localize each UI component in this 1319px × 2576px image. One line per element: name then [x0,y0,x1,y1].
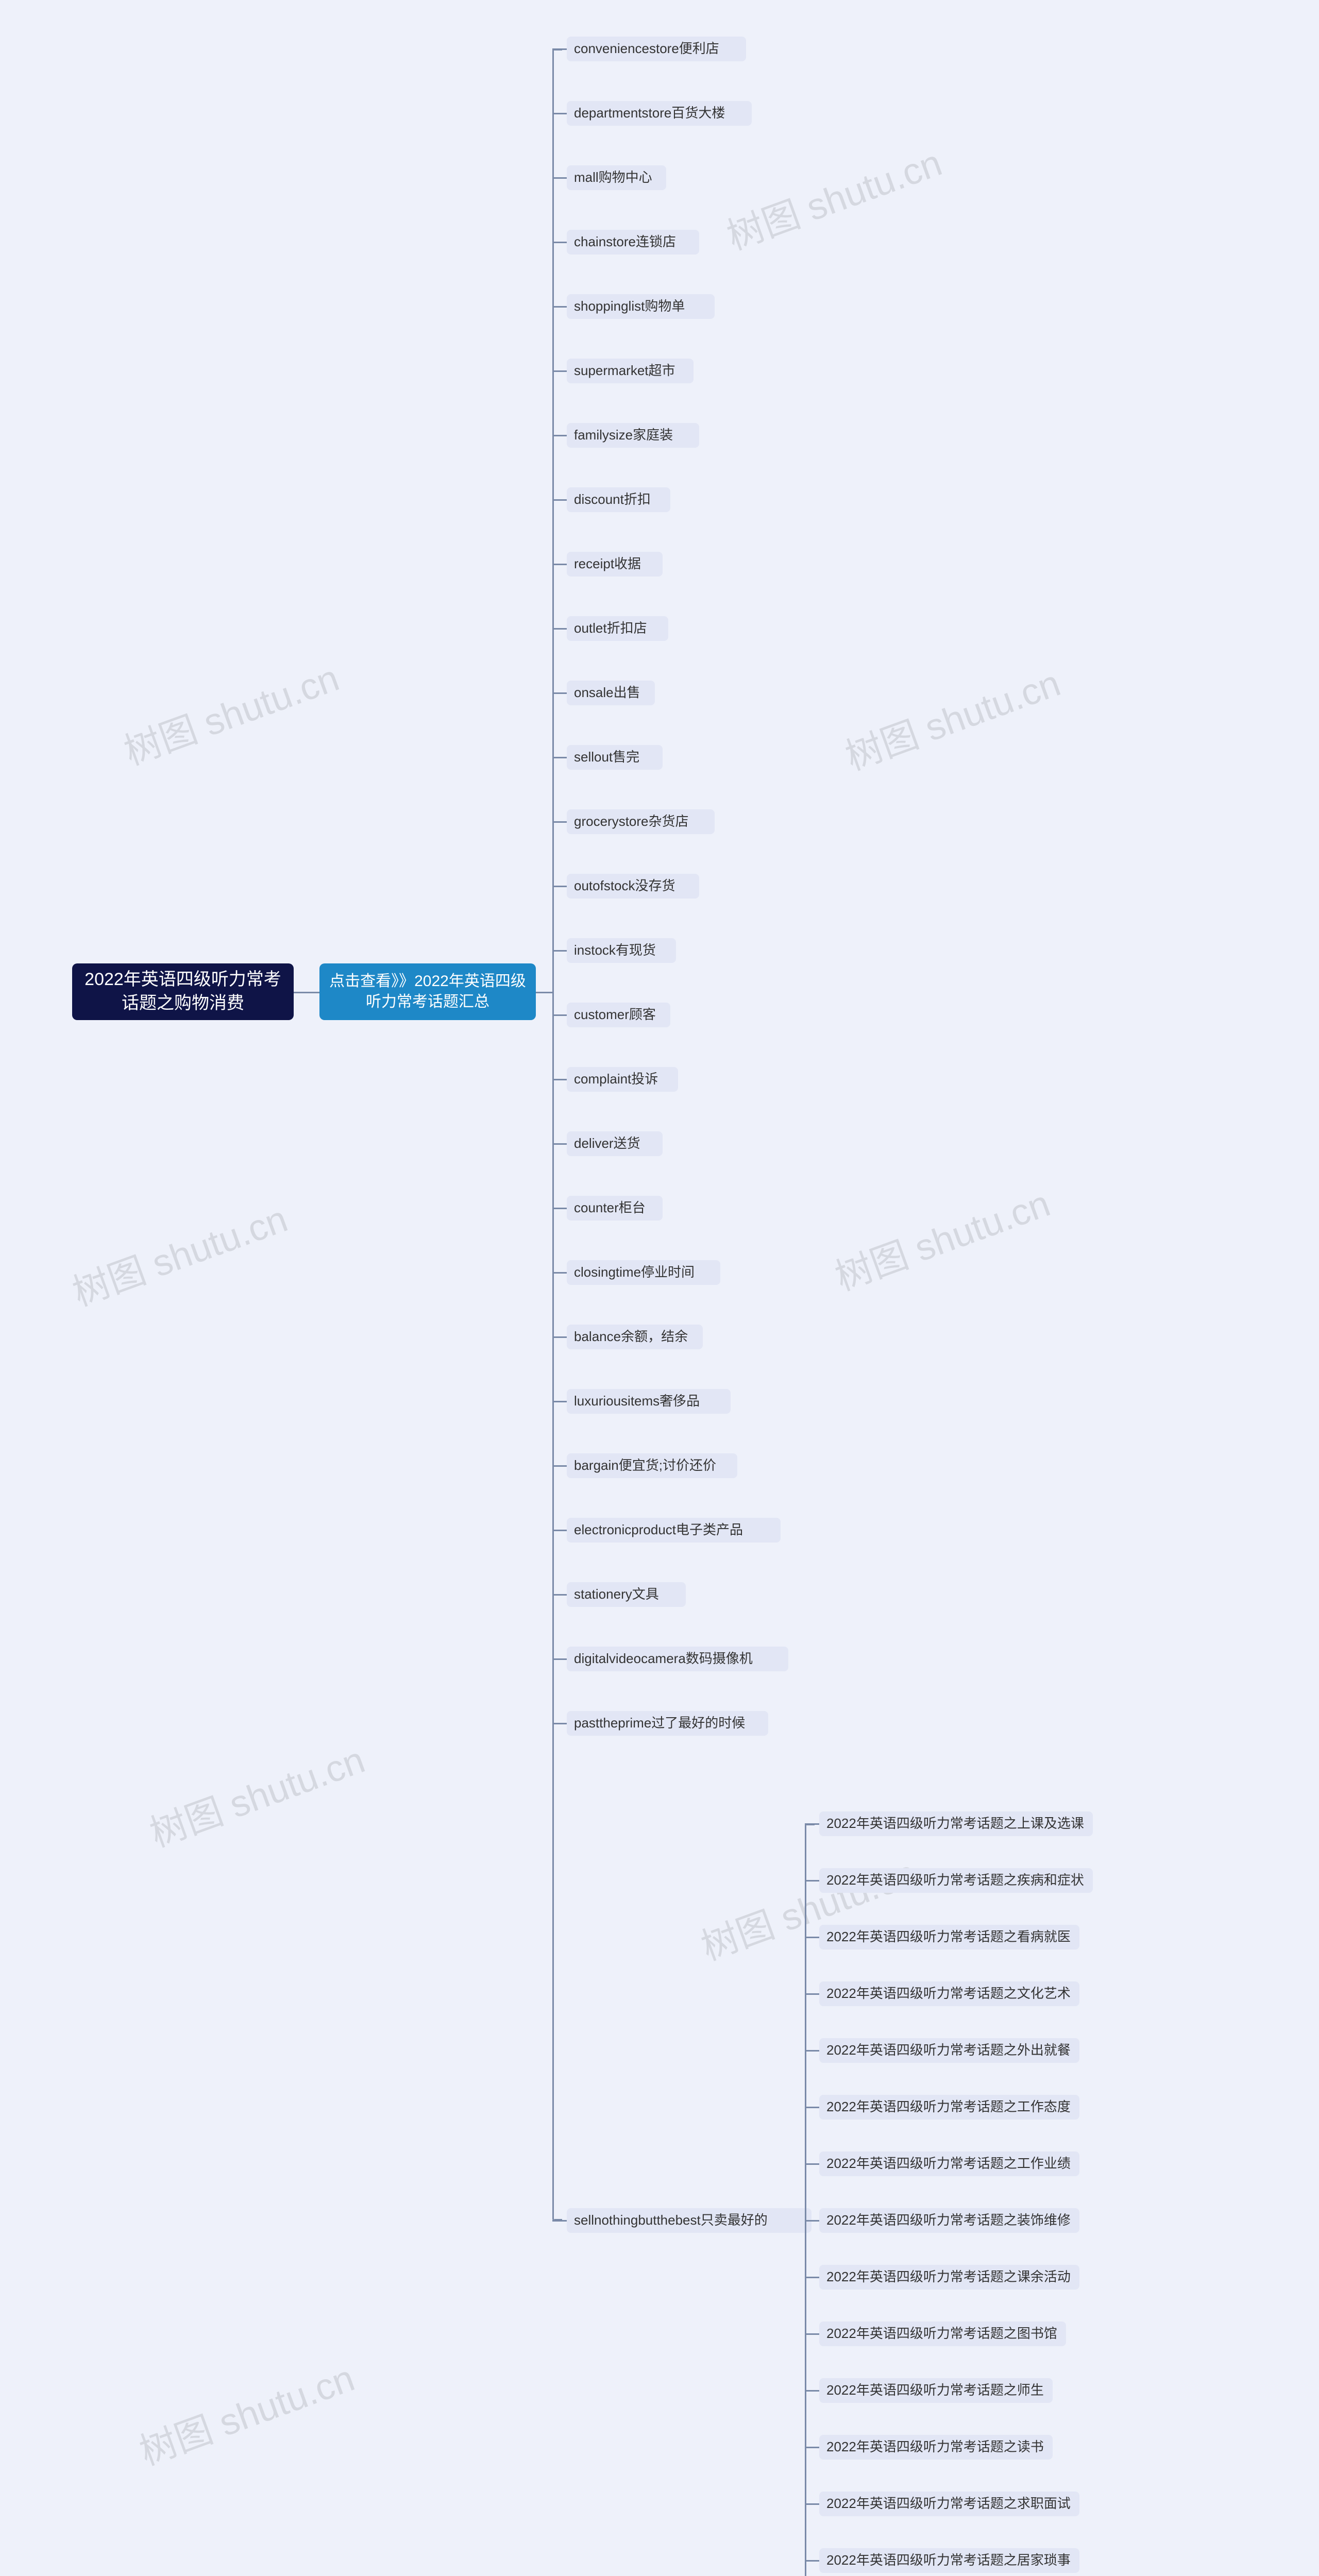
leaf-node: mall购物中心 [567,165,666,190]
leaf-node: bargain便宜货;讨价还价 [567,1453,737,1478]
watermark: 树图 shutu.cn [64,1189,294,1316]
connector-tick [552,48,567,50]
watermark: 树图 shutu.cn [826,1173,1056,1301]
leaf-node: grocerystore杂货店 [567,809,715,834]
connector-tick [552,1723,567,1724]
watermark: 树图 shutu.cn [837,653,1067,781]
leaf-node: conveniencestore便利店 [567,37,746,61]
connector-tick [552,1594,567,1596]
watermark: 树图 shutu.cn [141,1730,371,1857]
connector-tick [552,950,567,952]
leaf-node: discount折扣 [567,487,670,512]
connector-tick [805,2277,819,2278]
connector-tick [552,1465,567,1467]
connector-tick [805,2333,819,2335]
connector-tick [552,1208,567,1209]
connector-tick [552,757,567,758]
leaf-node: counter柜台 [567,1196,663,1221]
leaf-node: digitalvideocamera数码摄像机 [567,1647,788,1671]
leaf-node: deliver送货 [567,1131,663,1156]
connector-tick [805,1993,819,1995]
leaf-node: sellout售完 [567,745,663,770]
connector-tick [805,2050,819,2052]
connector-tick [805,2390,819,2392]
leaf-node: luxuriousitems奢侈品 [567,1389,731,1414]
connector-tick [805,2447,819,2448]
watermark: 树图 shutu.cn [718,132,948,260]
watermark: 树图 shutu.cn [131,2348,361,2476]
leaf-node[interactable]: 2022年英语四级听力常考话题之看病就医 [819,1925,1079,1950]
connector-tick [805,2107,819,2108]
leaf-node: customer顾客 [567,1003,670,1027]
connector-tick [805,1880,819,1882]
leaf-node[interactable]: 2022年英语四级听力常考话题之外出就餐 [819,2038,1079,2063]
leaf-node[interactable]: 2022年英语四级听力常考话题之装饰维修 [819,2208,1079,2233]
leaf-node[interactable]: 2022年英语四级听力常考话题之求职面试 [819,2492,1079,2516]
connector-tick [552,306,567,308]
leaf-node: departmentstore百货大楼 [567,101,752,126]
connector-tick [552,1272,567,1274]
connector-tick [552,1143,567,1145]
connector-tick [552,435,567,436]
leaf-node: familysize家庭装 [567,423,699,448]
connector-tick [805,2560,819,2562]
connector-tick [552,370,567,372]
connector [811,2220,814,2222]
leaf-node: electronicproduct电子类产品 [567,1518,781,1543]
leaf-node: complaint投诉 [567,1067,678,1092]
leaf-node[interactable]: 2022年英语四级听力常考话题之课余活动 [819,2265,1079,2290]
connector-tick [552,564,567,565]
connector [536,992,552,993]
leaf-node[interactable]: 2022年英语四级听力常考话题之工作业绩 [819,2151,1079,2176]
leaf-node: onsale出售 [567,681,655,705]
connector-tick [552,1401,567,1402]
connector-tick [552,113,567,114]
connector-tick [805,1823,819,1825]
leaf-node: outlet折扣店 [567,616,668,641]
connector-tick [552,1530,567,1531]
connector-tick [805,2163,819,2165]
leaf-node: stationery文具 [567,1582,686,1607]
connector-tick [552,1014,567,1016]
connector [294,992,319,993]
leaf-node[interactable]: 2022年英语四级听力常考话题之居家琐事 [819,2548,1079,2573]
connector-tick [552,499,567,501]
bracket [552,49,554,2221]
connector-tick [552,628,567,630]
connector-tick [552,1658,567,1660]
leaf-node[interactable]: 2022年英语四级听力常考话题之疾病和症状 [819,1868,1093,1893]
connector-tick [552,2220,567,2222]
connector-tick [552,821,567,823]
leaf-node[interactable]: 2022年英语四级听力常考话题之图书馆 [819,2321,1066,2346]
connector-tick [552,242,567,243]
level1-node[interactable]: 点击查看》》2022年英语四级听力常考话题汇总 [319,963,536,1020]
watermark: 树图 shutu.cn [692,1843,922,1971]
leaf-node[interactable]: 2022年英语四级听力常考话题之读书 [819,2435,1053,2460]
connector-tick [552,1079,567,1080]
leaf-node: outofstock没存货 [567,874,699,899]
leaf-node: supermarket超市 [567,359,694,383]
leaf-node: balance余额，结余 [567,1325,703,1349]
leaf-node: sellnothingbutthebest只卖最好的 [567,2208,811,2233]
connector-tick [552,886,567,887]
leaf-node: chainstore连锁店 [567,230,699,255]
leaf-node: shoppinglist购物单 [567,294,715,319]
root-node: 2022年英语四级听力常考话题之购物消费 [72,963,294,1020]
connector-tick [805,1937,819,1938]
leaf-node[interactable]: 2022年英语四级听力常考话题之师生 [819,2378,1053,2403]
leaf-node[interactable]: 2022年英语四级听力常考话题之文化艺术 [819,1981,1079,2006]
watermark: 树图 shutu.cn [115,648,345,775]
leaf-node[interactable]: 2022年英语四级听力常考话题之工作态度 [819,2095,1079,2120]
leaf-node: instock有现货 [567,938,676,963]
connector-tick [552,1336,567,1338]
leaf-node: closingtime停业时间 [567,1260,720,1285]
connector-tick [552,692,567,694]
connector-tick [552,177,567,179]
leaf-node: receipt收据 [567,552,663,577]
leaf-node[interactable]: 2022年英语四级听力常考话题之上课及选课 [819,1811,1093,1836]
connector-tick [805,2503,819,2505]
leaf-node: pasttheprime过了最好的时候 [567,1711,768,1736]
